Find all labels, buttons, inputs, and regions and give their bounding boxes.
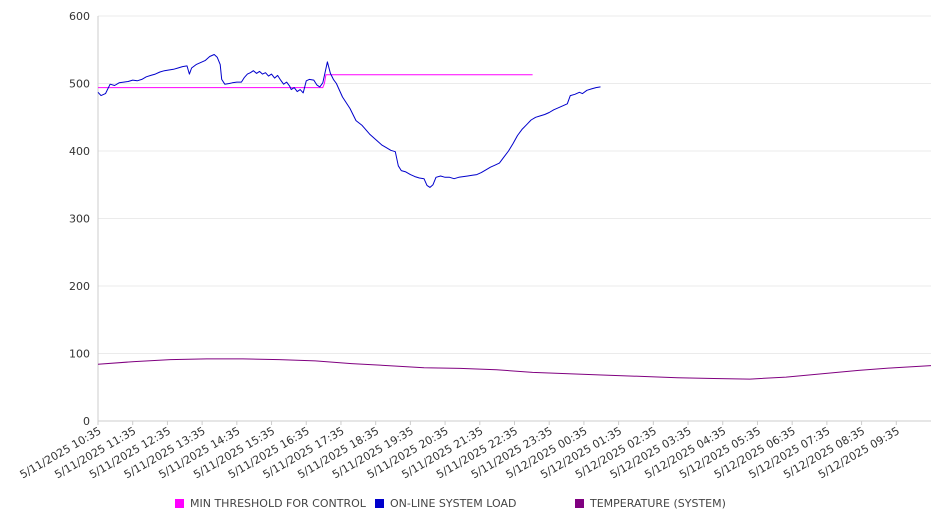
legend-label-system-load: ON-LINE SYSTEM LOAD — [390, 497, 517, 510]
legend-swatch-system-load — [375, 499, 384, 508]
y-tick-label: 600 — [69, 10, 90, 23]
x-tick-labels: 5/11/2025 10:355/11/2025 11:355/11/2025 … — [18, 421, 902, 481]
y-tick-label: 300 — [69, 213, 90, 226]
legend-item-temperature[interactable]: TEMPERATURE (SYSTEM) — [575, 497, 726, 510]
legend-swatch-temperature — [575, 499, 584, 508]
y-tick-label: 100 — [69, 348, 90, 361]
series-line-2 — [97, 358, 932, 380]
legend-label-temperature: TEMPERATURE (SYSTEM) — [590, 497, 726, 510]
y-tick-label: 200 — [69, 280, 90, 293]
y-tick-label: 0 — [83, 415, 90, 428]
y-tick-label: 500 — [69, 78, 90, 91]
legend-item-system-load[interactable]: ON-LINE SYSTEM LOAD — [375, 497, 516, 510]
legend-item-min-threshold[interactable]: MIN THRESHOLD FOR CONTROL — [175, 497, 366, 510]
series-line-1 — [97, 54, 601, 188]
y-tick-labels: 0 100 200 300 400 500 600 — [69, 10, 90, 428]
legend: MIN THRESHOLD FOR CONTROL ON-LINE SYSTEM… — [0, 497, 946, 515]
legend-label-min-threshold: MIN THRESHOLD FOR CONTROL — [190, 497, 366, 510]
y-tick-label: 400 — [69, 145, 90, 158]
gridlines — [98, 15, 931, 354]
series-line-0 — [98, 74, 533, 89]
legend-swatch-min-threshold — [175, 499, 184, 508]
series-lines — [97, 54, 932, 380]
